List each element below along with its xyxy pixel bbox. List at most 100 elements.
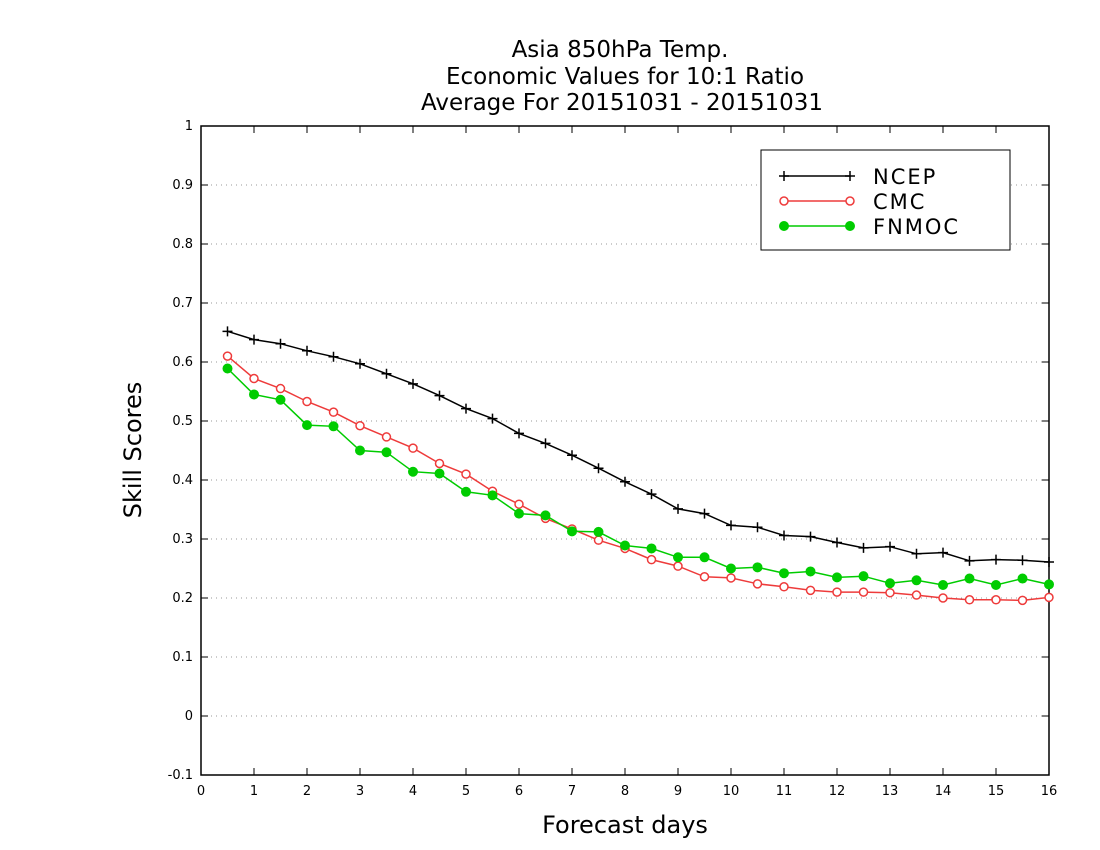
- series-ncep-point: [540, 438, 551, 449]
- y-tick-label: 0.7: [172, 296, 193, 311]
- series-fnmoc-point: [699, 552, 710, 563]
- series-fnmoc-point: [408, 466, 418, 477]
- series-ncep-point: [1017, 555, 1028, 566]
- series-ncep-point: [620, 476, 630, 487]
- x-tick-label: 12: [829, 784, 846, 799]
- series-cmc-point: [779, 582, 789, 592]
- series-cmc-point: [832, 587, 842, 597]
- y-tick-label: 0.9: [172, 178, 193, 193]
- legend-item-fnmoc: FNMOC: [779, 215, 958, 239]
- series-cmc-point: [1017, 595, 1028, 606]
- series-cmc-point: [673, 561, 683, 571]
- legend-marker: [845, 221, 855, 231]
- x-tick-label: 16: [1041, 784, 1058, 799]
- series-fnmoc-point: [567, 526, 577, 537]
- y-tick-label: 0.8: [172, 237, 193, 252]
- series-ncep-point: [514, 428, 524, 439]
- series-ncep-point: [832, 537, 842, 548]
- x-tick-label: 3: [356, 784, 364, 799]
- series-ncep-point: [779, 530, 789, 541]
- series-cmc-point: [593, 535, 604, 545]
- series-cmc-point: [408, 443, 418, 453]
- series-cmc-point: [222, 351, 233, 361]
- series-ncep-point: [805, 531, 816, 542]
- legend-box: [760, 149, 1011, 251]
- legend-marker: [845, 196, 855, 206]
- series-ncep-point: [991, 554, 1001, 565]
- series-fnmoc-point: [514, 508, 524, 519]
- series-ncep-point: [699, 508, 710, 519]
- legend-marker: [779, 196, 789, 206]
- series-cmc-line: [227, 355, 1050, 602]
- series-ncep-point: [593, 463, 604, 474]
- series-cmc-point: [249, 373, 259, 384]
- chart-title: Asia 850hPa Temp. Economic Values for 10…: [421, 37, 823, 116]
- series-cmc-point: [752, 579, 763, 589]
- y-tick-label: 0: [185, 709, 193, 724]
- axis-ticks: -0.100.10.20.30.40.50.60.70.80.910 1 2 3 4 5 6…: [168, 119, 1058, 799]
- legend-marker: [845, 171, 855, 181]
- series-fnmoc-point: [620, 540, 630, 551]
- series-fnmoc: [222, 363, 1054, 591]
- x-tick-label: 13: [882, 784, 899, 799]
- series-fnmoc-point: [461, 486, 471, 497]
- y-tick-label: 0.5: [172, 414, 193, 429]
- grid-lines: [201, 184, 1049, 717]
- x-tick-label: 7: [568, 784, 576, 799]
- x-tick-label: 10: [723, 784, 740, 799]
- series-fnmoc-point: [381, 447, 392, 458]
- y-axis-label: Skill Scores: [119, 382, 147, 519]
- legend-marker: [779, 221, 789, 231]
- legend-item-ncep: NCEP: [779, 165, 935, 189]
- series-ncep-point: [275, 338, 286, 349]
- series-ncep-point: [567, 450, 577, 461]
- series-fnmoc-point: [593, 526, 604, 537]
- series-cmc-point: [699, 572, 710, 582]
- series-fnmoc-line: [226, 367, 1050, 586]
- series-ncep-point: [487, 413, 498, 424]
- series-ncep-point: [408, 378, 418, 389]
- series-cmc: [222, 351, 1054, 606]
- x-tick-label: 15: [988, 784, 1005, 799]
- series-cmc-point: [328, 407, 339, 417]
- series-fnmoc-point: [673, 552, 683, 563]
- series-ncep-point: [222, 326, 233, 337]
- series-ncep-line: [227, 330, 1050, 563]
- series-fnmoc-point: [805, 566, 816, 577]
- y-tick-label: 0.2: [172, 591, 193, 606]
- x-tick-label: 1: [250, 784, 258, 799]
- series-fnmoc-point: [991, 580, 1001, 591]
- series-ncep-point: [646, 489, 657, 500]
- series-ncep-point: [752, 522, 763, 533]
- series-fnmoc-point: [540, 510, 551, 521]
- series-ncep-point: [911, 548, 922, 559]
- x-tick-label: 2: [303, 784, 311, 799]
- series-cmc-point: [434, 458, 445, 469]
- series-cmc-point: [275, 383, 286, 394]
- series-fnmoc-point: [885, 578, 895, 589]
- series-fnmoc-point: [302, 420, 312, 431]
- legend-marker: [779, 171, 789, 181]
- x-tick-label: 11: [776, 784, 793, 799]
- x-tick-label: 4: [409, 784, 417, 799]
- series-cmc-point: [726, 573, 736, 583]
- series-fnmoc-point: [858, 571, 869, 582]
- series-ncep-point: [938, 547, 948, 558]
- x-tick-label: 0: [197, 784, 205, 799]
- chart-title-line-2: Economic Values for 10:1 Ratio: [446, 64, 804, 90]
- x-tick-label: 6: [515, 784, 523, 799]
- series-ncep-point: [302, 345, 312, 356]
- series-cmc-point: [355, 420, 365, 431]
- series-ncep-point: [726, 520, 736, 531]
- series-fnmoc-point: [1017, 573, 1028, 584]
- legend-label-cmc: CMC: [873, 190, 926, 214]
- series-cmc-point: [646, 554, 657, 565]
- series-fnmoc-point: [355, 445, 365, 456]
- series-cmc-point: [805, 585, 816, 596]
- series-fnmoc-point: [487, 490, 498, 501]
- series-cmc-point: [991, 595, 1001, 605]
- series-fnmoc-point: [938, 580, 948, 591]
- x-tick-label: 14: [935, 784, 952, 799]
